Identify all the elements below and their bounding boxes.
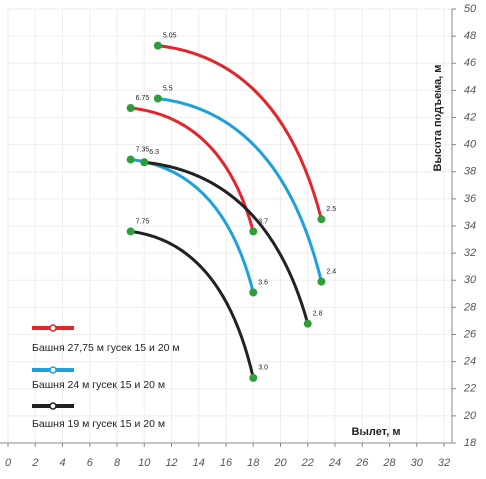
y-tick-label: 18 [464,437,477,449]
y-tick-label: 22 [463,383,476,395]
point-label: 2.4 [326,268,336,275]
x-tick-label: 8 [114,457,121,469]
x-tick-label: 4 [59,457,65,469]
point-label: 3.7 [258,218,268,225]
point-label: 6.75 [136,95,150,102]
x-tick-label: 28 [382,457,396,469]
point [126,155,135,164]
x-tick-label: 12 [165,457,177,469]
x-tick-label: 32 [438,457,450,469]
point-label: 2.8 [313,310,323,317]
point-label: 3.0 [258,365,268,372]
point [249,227,258,236]
y-tick-label: 46 [464,57,477,69]
point-label: 6.3 [149,149,159,156]
y-tick-label: 36 [464,193,477,205]
y-tick-label: 38 [464,166,477,178]
point [249,288,258,297]
point [126,104,135,113]
x-tick-label: 6 [87,457,94,469]
x-tick-label: 18 [247,457,260,469]
point [153,94,162,103]
point [126,227,135,236]
point [317,277,326,286]
x-tick-label: 16 [220,457,233,469]
point [153,41,162,50]
y-tick-label: 24 [463,356,476,368]
point-label: 2.5 [326,206,336,213]
x-axis-label: Вылет, м [352,426,401,438]
point [249,373,258,382]
x-tick-label: 24 [328,457,341,469]
y-tick-label: 48 [464,30,477,42]
x-tick-label: 30 [411,457,424,469]
point [140,158,149,167]
y-tick-label: 44 [464,84,476,96]
y-tick-label: 30 [464,274,477,286]
point [303,319,312,328]
y-tick-label: 32 [464,247,476,259]
y-tick-label: 26 [463,328,477,340]
point-label: 7.75 [136,218,150,225]
point-label: 5.05 [163,32,177,39]
point-label: 5.5 [163,85,173,92]
x-tick-label: 0 [5,457,12,469]
legend-marker [49,324,57,332]
point-label: 3.6 [258,279,268,286]
y-tick-label: 42 [464,111,476,123]
curve [144,160,310,325]
x-tick-label: 26 [355,457,369,469]
y-tick-label: 40 [464,139,477,151]
point [317,215,326,224]
x-tick-label: 10 [138,457,151,469]
curve [130,229,255,379]
x-tick-label: 22 [301,457,314,469]
point-label: 7.35 [136,146,150,153]
x-tick-label: 20 [273,457,287,469]
y-tick-label: 34 [464,220,476,232]
legend-marker [49,366,57,374]
x-tick-label: 14 [193,457,205,469]
y-tick-label: 50 [464,3,477,15]
curve [130,106,255,232]
curve [157,44,323,220]
y-tick-label: 28 [463,301,477,313]
curve [157,97,323,282]
legend-label: Башня 24 м гусек 15 и 20 м [32,379,165,391]
legend-marker [49,402,57,410]
x-tick-label: 2 [31,457,38,469]
legend-label: Башня 27,75 м гусек 15 и 20 м [32,342,180,354]
legend-label: Башня 19 м гусек 15 и 20 м [32,418,165,430]
y-tick-label: 20 [463,410,477,422]
